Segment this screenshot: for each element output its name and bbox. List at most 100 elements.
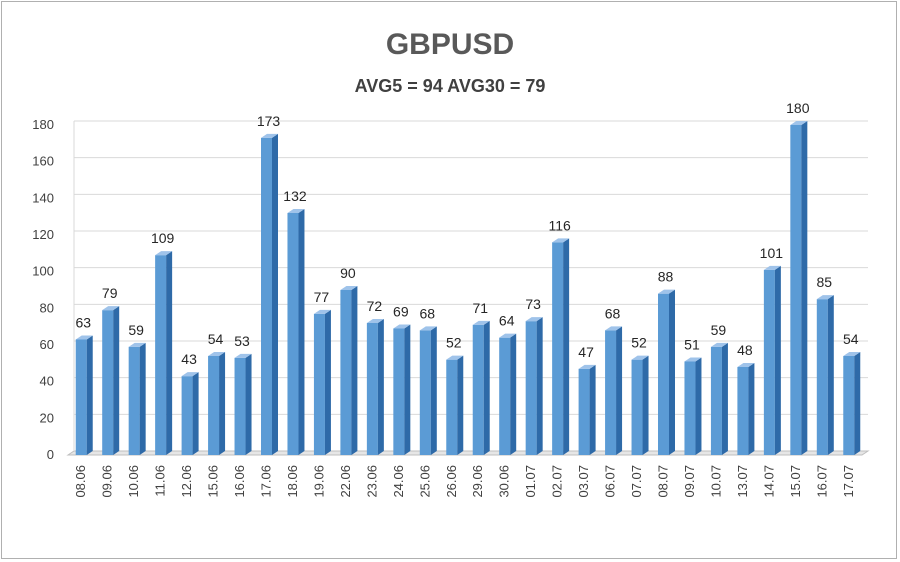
bar-top <box>843 352 861 356</box>
x-tick-label: 26.06 <box>444 465 459 498</box>
bar-top <box>816 295 834 300</box>
data-label: 52 <box>631 335 647 351</box>
bar-front <box>816 299 828 455</box>
bar <box>181 372 199 455</box>
bar-front <box>208 356 220 455</box>
bar <box>737 363 755 455</box>
bar-top <box>234 353 252 358</box>
data-label: 68 <box>605 305 621 321</box>
data-label: 59 <box>128 322 144 338</box>
chart-title: GBPUSD <box>385 28 515 61</box>
bar-side <box>695 357 702 455</box>
x-tick-label: 15.06 <box>206 465 221 498</box>
x-tick-label: 07.07 <box>629 465 644 498</box>
x-tick-label: 17.06 <box>259 465 274 498</box>
data-label: 53 <box>234 333 250 349</box>
bar <box>684 357 702 455</box>
bar <box>313 309 331 455</box>
bar-front <box>631 359 643 455</box>
bar-front <box>790 125 802 455</box>
bar <box>340 286 358 455</box>
bar-side <box>510 333 517 455</box>
x-tick-label: 22.06 <box>338 465 353 498</box>
data-label: 72 <box>367 298 383 314</box>
bar-side <box>483 320 490 455</box>
bar-side <box>430 326 437 455</box>
x-tick-label: 29.06 <box>470 465 485 498</box>
bar <box>578 364 596 455</box>
x-tick-label: 06.07 <box>603 465 618 498</box>
data-label: 85 <box>817 274 833 290</box>
x-tick-label: 10.07 <box>708 465 723 498</box>
bar <box>763 265 781 455</box>
bar-front <box>287 213 299 455</box>
bar-side <box>563 238 570 455</box>
bar-side <box>272 133 278 456</box>
bar <box>102 306 120 455</box>
bar-top <box>552 238 570 243</box>
bar-side <box>616 326 623 455</box>
y-tick-label: 120 <box>32 227 54 242</box>
bar <box>419 326 437 455</box>
bar-side <box>298 209 305 455</box>
data-label: 51 <box>684 337 700 353</box>
data-label: 180 <box>786 100 810 116</box>
x-tick-label: 13.07 <box>735 465 750 498</box>
y-tick-label: 100 <box>32 264 54 279</box>
bar-side <box>139 342 146 455</box>
bar <box>472 320 490 455</box>
bar-side <box>642 355 649 455</box>
bar-front <box>102 310 114 455</box>
x-tick-label: 24.06 <box>391 465 406 498</box>
data-label: 101 <box>760 245 784 261</box>
x-tick-label: 03.07 <box>576 465 591 498</box>
data-labels: 63 79 59 109 43 54 53 173 132 77 90 72 69 68 52 71 64 73 1… <box>75 100 858 367</box>
data-label: 88 <box>658 269 674 285</box>
bar-top <box>658 289 675 294</box>
bar-side <box>721 342 728 455</box>
bar-front <box>446 359 458 455</box>
data-label: 71 <box>472 300 488 316</box>
y-tick-label: 20 <box>40 410 54 425</box>
x-tick-label: 15.07 <box>788 465 803 498</box>
bar-side <box>324 309 331 455</box>
bar-front <box>261 137 272 456</box>
bar-front <box>552 242 564 455</box>
bar-top <box>313 309 331 314</box>
data-label: 90 <box>340 265 356 281</box>
bar <box>393 324 411 455</box>
bar <box>208 352 226 455</box>
bar-front <box>763 269 775 455</box>
bar <box>366 319 384 455</box>
x-tick-label: 08.06 <box>73 465 88 498</box>
bar <box>446 355 464 455</box>
data-label: 79 <box>102 285 118 301</box>
bar <box>710 342 728 455</box>
data-label: 63 <box>75 315 91 331</box>
bar-front <box>393 328 405 455</box>
bar-front <box>128 346 140 455</box>
data-label: 54 <box>208 331 224 347</box>
bar-front <box>366 323 378 455</box>
bar-top <box>472 320 490 325</box>
y-tick-label: 180 <box>32 117 54 132</box>
bar-side <box>192 372 199 455</box>
y-tick-label: 0 <box>47 447 54 462</box>
data-label: 47 <box>578 344 594 360</box>
bar <box>75 335 93 455</box>
bar-side <box>86 335 93 455</box>
bar-front <box>313 313 325 455</box>
bar <box>631 355 649 455</box>
bar <box>658 289 675 455</box>
bar-top <box>790 121 808 125</box>
bar-side <box>404 324 411 455</box>
y-tick-label: 80 <box>40 300 54 315</box>
bar-top <box>75 335 93 340</box>
bar-top <box>710 342 728 347</box>
bar <box>155 251 173 455</box>
bar-front <box>181 376 193 455</box>
x-tick-label: 10.06 <box>126 465 141 498</box>
bar-side <box>748 363 755 455</box>
bar-top <box>525 317 543 322</box>
x-tick-label: 17.07 <box>841 465 856 498</box>
